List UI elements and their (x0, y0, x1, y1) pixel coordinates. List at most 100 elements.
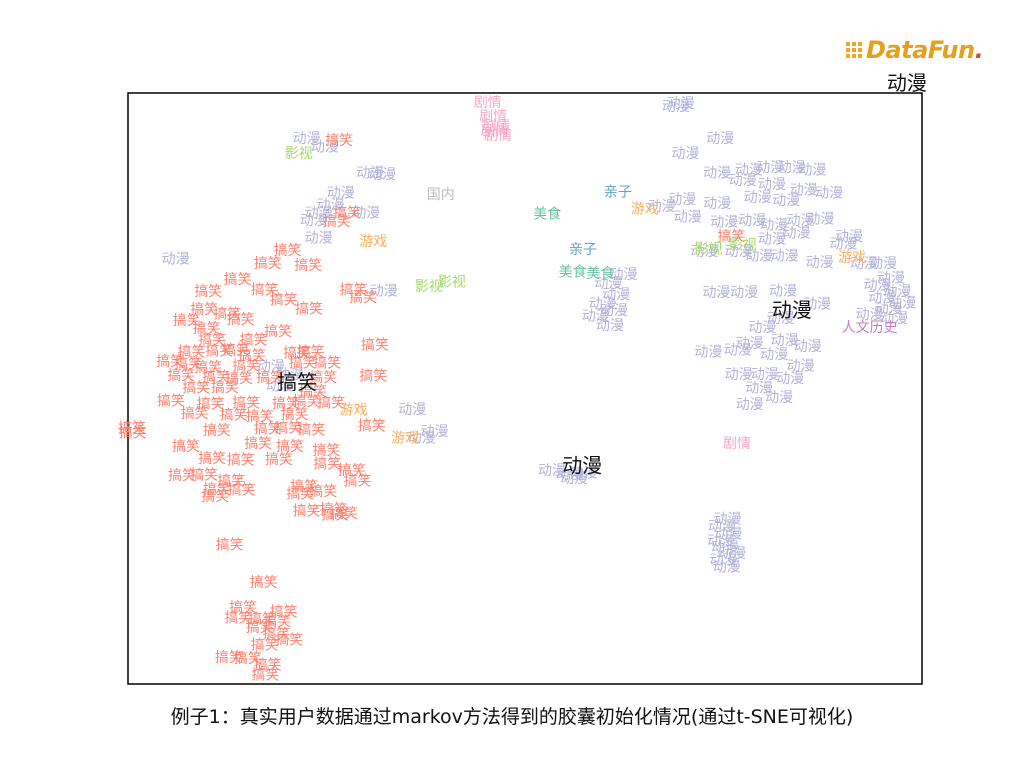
scatter-point-label: 动漫 (877, 271, 905, 287)
scatter-point-label: 动漫 (714, 512, 742, 528)
scatter-point-label: 动漫 (744, 190, 772, 206)
scatter-point-label: 动漫 (162, 252, 190, 268)
scatter-point-label: 搞笑 (213, 307, 241, 323)
scatter-point-label: 搞笑 (167, 368, 195, 384)
scatter-point-label: 动漫 (694, 344, 722, 360)
scatter-point-label: 动漫 (711, 540, 739, 556)
scatter-point-label: 动漫 (276, 367, 304, 383)
scatter-point-label: 动漫 (662, 99, 690, 115)
scatter-point-label: 搞笑 (344, 473, 372, 489)
scatter-point-label: 剧情 (723, 436, 751, 452)
scatter-point-label: 动漫 (776, 371, 804, 387)
scatter-point-label: 动漫 (729, 173, 757, 189)
scatter-point-label: 搞笑 (203, 423, 231, 439)
scatter-point-label: 搞笑 (198, 451, 226, 467)
scatter-point-label: 搞笑 (361, 337, 389, 353)
scatter-point-label: 游戏 (391, 431, 419, 447)
scatter-point-label: 动漫 (725, 244, 753, 260)
scatter-point-label: 搞笑 (244, 436, 272, 452)
scatter-point-label: 搞笑 (294, 258, 322, 274)
scatter-point-label: 搞笑 (270, 605, 298, 621)
scatter-point-label: 搞笑 (215, 650, 243, 666)
scatter-point-label: 亲子 (604, 184, 632, 200)
scatter-point-label: 动漫 (748, 320, 776, 336)
scatter-point-label: 搞笑 (220, 408, 248, 424)
scatter-point-label: 搞笑 (717, 229, 745, 245)
scatter-point-label: 搞笑 (274, 421, 302, 437)
scatter-point-label: 动漫 (356, 165, 384, 181)
scatter-point-label: 动漫 (772, 193, 800, 209)
scatter-point-label: 动漫 (713, 560, 741, 576)
scatter-point-label: 动漫 (745, 381, 773, 397)
scatter-point-label: 搞笑 (178, 344, 206, 360)
scatter-point-label: 影视 (415, 279, 443, 295)
scatter-point-label: 搞笑 (246, 620, 274, 636)
scatter-point-label: 动漫 (668, 192, 696, 208)
scatter-point-label: 搞笑 (274, 243, 302, 259)
scatter-point-label: 动漫 (783, 226, 811, 242)
scatter-point-label: 动漫 (703, 165, 731, 181)
scatter-point-label: 国内 (427, 187, 455, 203)
scatter-point-label: 搞笑 (297, 423, 325, 439)
scatter-point-label: 动漫 (760, 347, 788, 363)
scatter-point-label: 搞笑 (193, 321, 221, 337)
plot-frame (127, 92, 923, 685)
scatter-point-label: 搞笑 (225, 371, 253, 387)
scatter-point-label: 动漫 (883, 284, 911, 300)
scatter-point-label: 动漫 (708, 519, 736, 535)
scatter-point-label: 搞笑 (254, 421, 282, 437)
scatter-point-label: 搞笑 (168, 468, 196, 484)
scatter-point-label: 搞笑 (293, 394, 321, 410)
scatter-point-label: 搞笑 (320, 502, 348, 518)
scatter-point-label: 影视 (729, 238, 757, 254)
scatter-point-label: 搞笑 (194, 360, 222, 376)
scatter-point-label: 搞笑 (173, 313, 201, 329)
scatter-point-label: 搞笑 (272, 396, 300, 412)
scatter-point-label: 动漫 (582, 308, 610, 324)
scatter-point-label: 动漫 (368, 167, 396, 183)
scatter-point-label: 动漫 (869, 256, 897, 272)
scatter-point-label: 搞笑 (246, 409, 274, 425)
scatter-point-label: 搞笑 (333, 206, 361, 222)
scatter-point-label: 动漫 (710, 214, 738, 230)
scatter-point-label: 搞笑 (216, 538, 244, 554)
logo-text: DataFun. (866, 36, 984, 64)
scatter-point-label: 剧情 (474, 95, 502, 111)
scatter-point-label: 搞笑 (181, 406, 209, 422)
scatter-point-label: 搞笑 (119, 425, 147, 441)
scatter-point-label: 动漫 (806, 255, 834, 271)
scatter-point-label: 搞笑 (240, 333, 268, 349)
scatter-point-label: 动漫 (398, 402, 426, 418)
scatter-point-label: 动漫 (765, 390, 793, 406)
scatter-point-label: 动漫 (798, 162, 826, 178)
scatter-point-label: 搞笑 (263, 614, 291, 630)
scatter-point-label: 动漫 (667, 96, 695, 112)
scatter-point-label: 搞笑 (330, 506, 358, 522)
scatter-point-label: 动漫 (594, 276, 622, 292)
scatter-point-label: 搞笑 (229, 600, 257, 616)
scatter-point-label: 动漫 (736, 397, 764, 413)
scatter-point-label: 搞笑 (265, 452, 293, 468)
scatter-point-label: 动漫 (714, 527, 742, 543)
scatter-point-label: 游戏 (359, 234, 387, 250)
scatter-point-label: 动漫 (305, 230, 333, 246)
scatter-point-label: 剧情 (481, 123, 509, 139)
scatter-point-label: 搞笑 (299, 384, 327, 400)
logo-dots-icon (846, 42, 862, 58)
scatter-point-label: 动漫 (327, 186, 355, 202)
scatter-point-label: 动漫 (794, 339, 822, 355)
scatter-point-label: 动漫 (771, 249, 799, 265)
scatter-point-label: 动漫 (735, 162, 763, 178)
scatter-point-label: 动漫 (767, 311, 795, 327)
scatter-point-label: 动漫 (758, 232, 786, 248)
scatter-point-label: 美食 (586, 265, 614, 282)
scatter-point-label: 动漫 (787, 359, 815, 375)
scatter-point-label: 搞笑 (317, 395, 345, 411)
scatter-point-label: 剧情 (482, 119, 510, 135)
scatter-point-label: 动漫 (352, 206, 380, 222)
scatter-point-label: 动漫 (724, 343, 752, 359)
scatter-point-label: 搞笑 (293, 503, 321, 519)
